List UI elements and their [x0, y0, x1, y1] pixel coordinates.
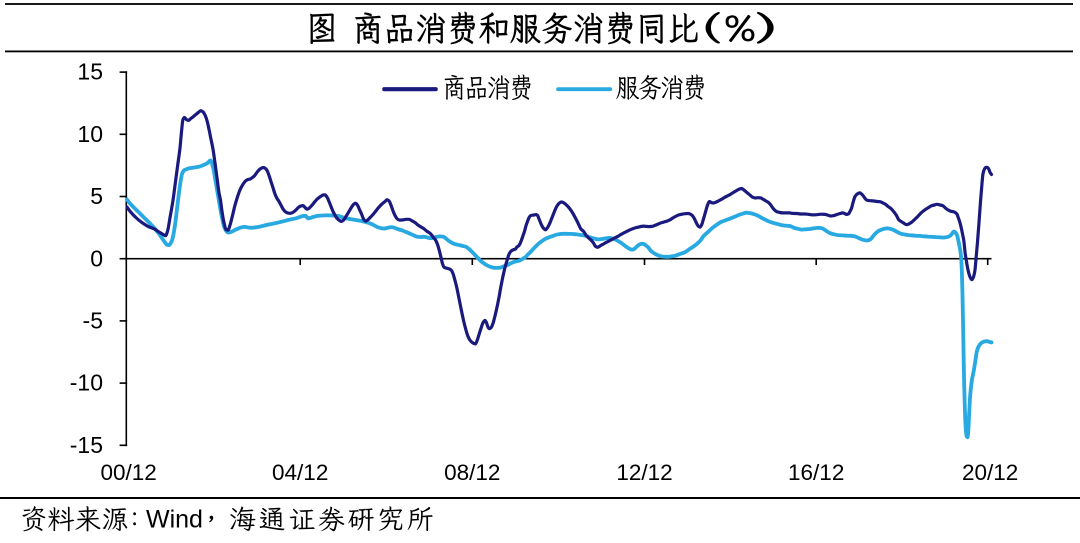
- svg-text:08/12: 08/12: [444, 460, 500, 485]
- svg-text:20/12: 20/12: [962, 460, 1018, 485]
- svg-text:-10: -10: [70, 370, 103, 396]
- svg-text:10: 10: [77, 121, 103, 147]
- svg-text:Wind: Wind: [146, 506, 203, 534]
- svg-text:15: 15: [77, 59, 103, 85]
- svg-text:00/12: 00/12: [100, 460, 156, 485]
- svg-text:-5: -5: [83, 308, 103, 334]
- svg-text:0: 0: [90, 245, 103, 271]
- svg-text:5: 5: [90, 183, 103, 209]
- svg-text:04/12: 04/12: [272, 460, 328, 485]
- svg-text:16/12: 16/12: [788, 460, 844, 485]
- svg-text:12/12: 12/12: [616, 460, 672, 485]
- svg-text:-15: -15: [70, 432, 103, 458]
